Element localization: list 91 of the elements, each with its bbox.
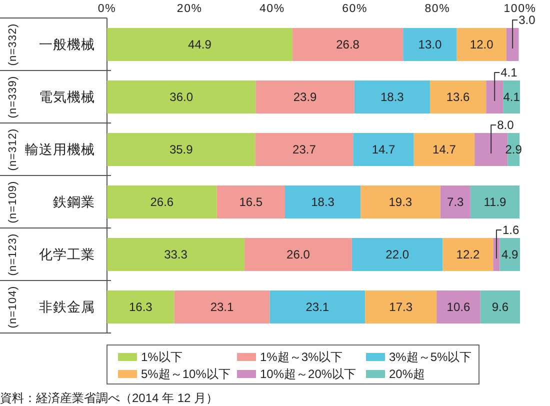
x-tick-label: 40%: [259, 3, 285, 15]
bar: [365, 290, 437, 324]
bar: [107, 28, 292, 61]
y2-tick-label: (n=109): [7, 180, 19, 224]
legend-label: 5%超～10%以下: [141, 367, 230, 381]
legend-label: 1%超～3%以下: [260, 350, 343, 364]
bar: [216, 186, 286, 218]
bar: [107, 133, 256, 166]
data-label: 14.7: [372, 142, 396, 156]
bar: [107, 80, 256, 114]
bar: [436, 290, 480, 324]
data-label: 13.6: [446, 90, 470, 104]
data-label: 23.1: [210, 300, 234, 314]
bar: [174, 290, 270, 324]
bar: [470, 186, 520, 218]
data-label: 16.3: [128, 300, 153, 314]
data-label: 33.3: [164, 248, 188, 262]
bar: [440, 186, 470, 218]
legend-label: 10%超～20%以下: [260, 367, 356, 381]
data-label: 16.5: [239, 195, 263, 209]
x-tick-label: 0%: [98, 3, 116, 15]
bar: [256, 80, 354, 114]
x-tick-label: 60%: [342, 3, 368, 15]
bar: [352, 238, 443, 271]
data-label: 36.0: [170, 90, 194, 104]
legend-label: 3%超～5%以下: [389, 350, 472, 364]
bar: [353, 133, 414, 166]
bar: [107, 290, 174, 324]
x-tick-label: 80%: [424, 3, 450, 15]
bar: [430, 80, 486, 114]
bar: [255, 133, 354, 166]
data-label: 1.6: [502, 223, 520, 237]
bar: [506, 28, 519, 61]
data-label: 14.7: [432, 142, 456, 156]
data-label: 19.3: [388, 195, 412, 209]
data-label: 10.6: [446, 300, 470, 314]
data-label: 35.9: [169, 142, 194, 156]
legend-label: 20%超: [389, 367, 426, 381]
y-tick-label: 鉄鋼業: [53, 194, 95, 210]
data-label: 9.6: [492, 300, 509, 314]
bar: [285, 186, 361, 218]
x-tick-label: 100%: [504, 3, 536, 15]
legend-label: 1%以下: [141, 350, 182, 364]
data-label: 26.0: [286, 248, 310, 262]
y-tick-label: 一般機械: [39, 37, 95, 52]
data-label: 12.2: [456, 248, 480, 262]
bar: [107, 238, 245, 271]
y2-tick-label: (n=332): [7, 23, 19, 66]
y-tick-label: 非鉄金属: [39, 300, 95, 314]
y2-tick-label: (n=104): [7, 286, 19, 328]
bar: [486, 80, 504, 114]
data-label: 23.7: [292, 142, 316, 156]
data-label: 18.3: [311, 195, 335, 209]
bar: [270, 290, 366, 324]
bar: [493, 238, 500, 271]
data-label: 4.1: [503, 90, 520, 104]
data-label: 8.0: [497, 118, 514, 132]
data-label: 44.9: [188, 38, 212, 52]
bar: [414, 133, 475, 166]
data-label: 4.1: [500, 66, 518, 80]
data-label: 23.1: [306, 300, 330, 314]
y-tick-label: 化学工業: [39, 247, 95, 262]
text: 資料：経済産業省調べ（2014 年 12 月）: [0, 391, 218, 405]
bar: [360, 186, 440, 218]
data-label: 11.9: [484, 195, 507, 209]
bar: [354, 80, 430, 114]
data-label: 13.0: [418, 38, 442, 52]
data-label: 7.3: [447, 195, 464, 209]
bar: [403, 28, 457, 61]
bar: [107, 186, 217, 218]
data-label: 3.0: [518, 13, 536, 27]
y-tick-label: 輸送用機械: [25, 142, 95, 157]
data-label: 12.0: [470, 38, 494, 52]
bar: [480, 290, 520, 324]
y2-tick-label: (n=339): [7, 76, 19, 118]
y2-tick-label: (n=123): [7, 233, 19, 276]
bar: [456, 28, 506, 61]
data-label: 26.6: [150, 195, 174, 209]
x-tick-label: 20%: [176, 3, 202, 15]
data-label: 23.9: [293, 90, 318, 104]
y2-tick-label: (n=312): [7, 128, 19, 171]
bar: [244, 238, 352, 271]
data-label: 18.3: [380, 90, 404, 104]
data-label: 17.3: [389, 300, 413, 314]
data-label: 26.8: [336, 38, 360, 52]
bar: [503, 80, 520, 114]
y-tick-label: 電気機械: [39, 90, 95, 104]
data-label: 4.9: [502, 248, 519, 262]
data-label: 22.0: [386, 248, 410, 262]
bar: [442, 238, 494, 271]
bar: [292, 28, 404, 61]
